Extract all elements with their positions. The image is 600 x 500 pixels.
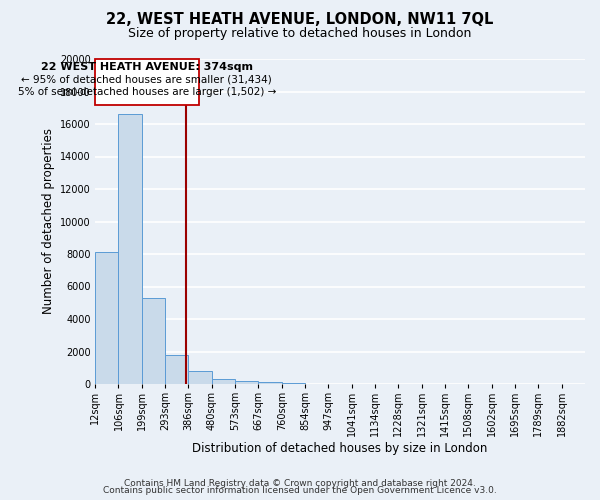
Bar [142, 298, 165, 384]
Bar [95, 59, 199, 104]
Y-axis label: Number of detached properties: Number of detached properties [41, 128, 55, 314]
Text: Contains public sector information licensed under the Open Government Licence v3: Contains public sector information licen… [103, 486, 497, 495]
Text: 5% of semi-detached houses are larger (1,502) →: 5% of semi-detached houses are larger (1… [17, 88, 276, 98]
Bar [165, 355, 188, 384]
X-axis label: Distribution of detached houses by size in London: Distribution of detached houses by size … [193, 442, 488, 455]
Bar [282, 383, 305, 384]
Text: 22 WEST HEATH AVENUE: 374sqm: 22 WEST HEATH AVENUE: 374sqm [41, 62, 253, 72]
Bar [235, 381, 259, 384]
Bar [95, 252, 118, 384]
Text: 22, WEST HEATH AVENUE, LONDON, NW11 7QL: 22, WEST HEATH AVENUE, LONDON, NW11 7QL [106, 12, 494, 28]
Bar [118, 114, 142, 384]
Text: Size of property relative to detached houses in London: Size of property relative to detached ho… [128, 28, 472, 40]
Bar [212, 379, 235, 384]
Text: ← 95% of detached houses are smaller (31,434): ← 95% of detached houses are smaller (31… [22, 74, 272, 85]
Bar [259, 382, 282, 384]
Bar [188, 371, 212, 384]
Text: Contains HM Land Registry data © Crown copyright and database right 2024.: Contains HM Land Registry data © Crown c… [124, 478, 476, 488]
